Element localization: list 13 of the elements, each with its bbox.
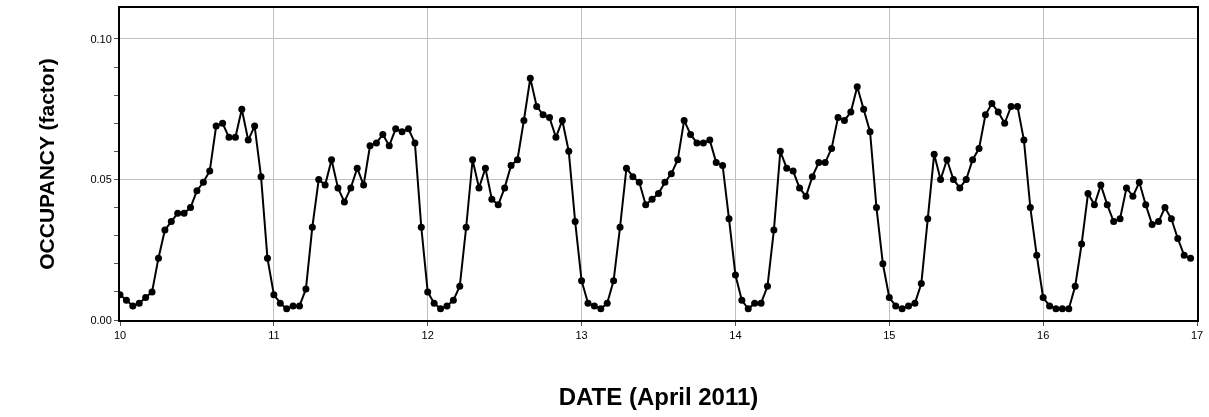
x-tick-label: 17 [1190, 329, 1204, 342]
x-tick-label: 12 [421, 329, 434, 342]
x-tick-label: 15 [883, 329, 896, 342]
y-axis-title: OCCUPANCY (factor) [35, 58, 59, 270]
x-tick-label: 16 [1037, 329, 1050, 342]
x-tick-label: 14 [729, 329, 742, 342]
x-tick-label: 11 [268, 329, 280, 342]
x-tick-label: 10 [113, 329, 127, 342]
x-axis-title: DATE (April 2011) [558, 383, 759, 410]
x-tick-label: 13 [575, 329, 588, 342]
y-tick-label: 0.00 [90, 313, 112, 326]
y-tick-label: 0.10 [90, 32, 112, 45]
y-tick-label: 0.05 [90, 173, 112, 186]
